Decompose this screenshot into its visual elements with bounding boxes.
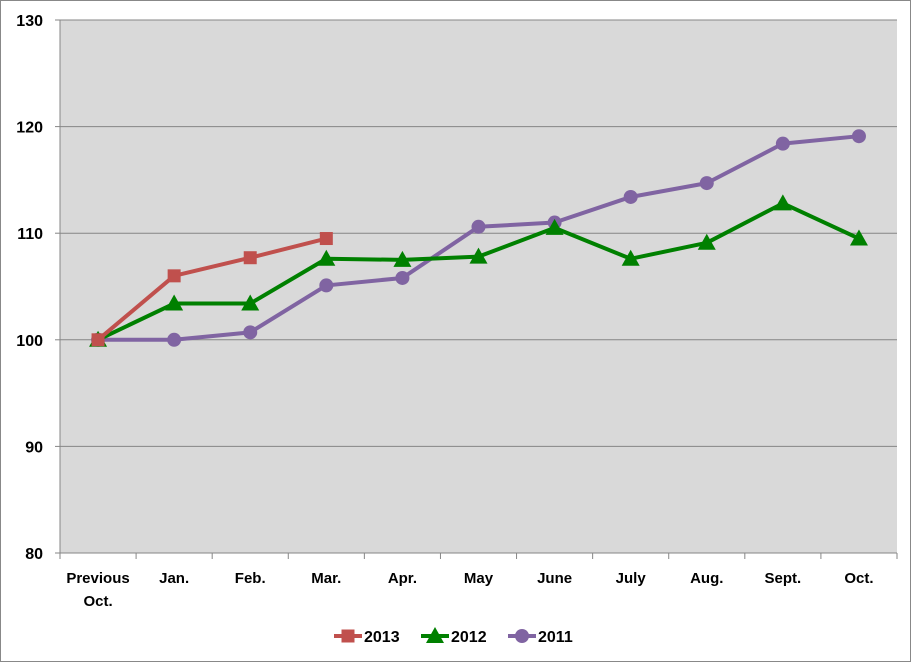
data-point-2011 <box>775 136 790 151</box>
data-point-2013 <box>319 232 333 246</box>
x-tick-label: Mar. <box>311 570 341 587</box>
y-tick-label: 100 <box>16 333 43 350</box>
y-tick-label: 80 <box>25 546 43 563</box>
x-tick-label: Sept. <box>765 570 802 587</box>
legend-label-2012: 2012 <box>451 629 487 646</box>
x-tick-label: Oct. <box>83 593 112 610</box>
data-point-2011 <box>319 278 334 293</box>
data-point-2012 <box>393 250 412 267</box>
y-tick-label: 90 <box>25 439 43 456</box>
x-tick-label: Previous <box>66 570 129 587</box>
data-point-2011 <box>243 325 258 340</box>
x-tick-label: Feb. <box>235 570 266 587</box>
x-tick-label: Aug. <box>690 570 723 587</box>
legend-label-2013: 2013 <box>364 629 400 646</box>
data-point-2011 <box>623 189 638 204</box>
y-tick-label: 120 <box>16 120 43 137</box>
data-point-2011 <box>699 176 714 191</box>
data-point-2012 <box>545 218 564 235</box>
data-point-2012 <box>621 249 640 266</box>
data-point-2012 <box>469 247 488 264</box>
legend-marker-2011 <box>515 629 529 643</box>
legend-marker-2013 <box>341 629 355 643</box>
x-tick-label: Oct. <box>844 570 873 587</box>
data-point-2013 <box>243 251 257 265</box>
data-point-2012 <box>697 233 716 250</box>
x-tick-label: May <box>464 570 494 587</box>
y-tick-label: 130 <box>16 13 43 30</box>
data-point-2013 <box>167 269 181 283</box>
x-tick-label: Apr. <box>388 570 417 587</box>
data-point-2013 <box>91 333 105 347</box>
data-point-2012 <box>773 194 792 211</box>
data-point-2011 <box>851 129 866 144</box>
legend-label-2011: 2011 <box>538 629 573 646</box>
x-tick-label: June <box>537 570 572 587</box>
x-tick-label: July <box>616 570 647 587</box>
series-line-2013 <box>96 236 327 342</box>
data-point-2011 <box>471 219 486 234</box>
data-point-2011 <box>395 270 410 285</box>
data-point-2012 <box>165 294 184 311</box>
data-point-2012 <box>317 249 336 266</box>
plot-area <box>60 20 897 553</box>
legend-marker-2012 <box>426 627 444 643</box>
data-point-2012 <box>849 229 868 246</box>
data-point-2012 <box>241 294 260 311</box>
x-tick-label: Jan. <box>159 570 189 587</box>
y-tick-label: 110 <box>17 226 43 243</box>
data-point-2011 <box>167 332 182 347</box>
